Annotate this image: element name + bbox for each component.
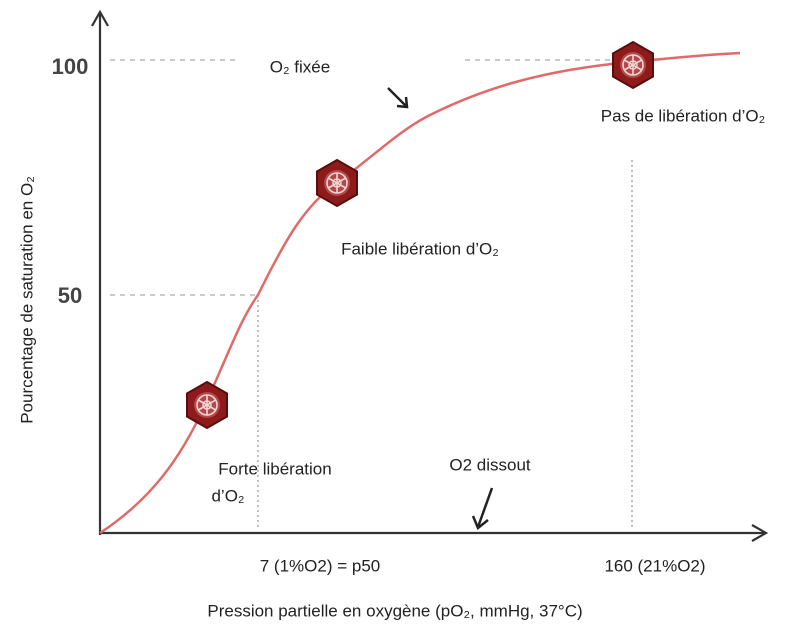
y-tick-label: 100: [52, 54, 89, 79]
hemoglobin-icon: [316, 159, 358, 207]
y-tick-label: 50: [58, 283, 82, 308]
axes: [91, 9, 769, 542]
y-axis-title: Pourcentage de saturation en O₂: [17, 176, 36, 424]
hemoglobin-icon: [186, 381, 228, 429]
hemoglobin-icon: [612, 41, 654, 89]
annotation: Faible libération d’O₂: [341, 239, 499, 258]
guide-line: [257, 160, 633, 530]
x-axis-title: Pression partielle en oxygène (pO₂, mmHg…: [207, 601, 582, 620]
annotation: d’O₂: [211, 486, 244, 505]
arrow: [387, 87, 494, 531]
annotation: O₂ fixée: [270, 57, 330, 76]
annotation: O2 dissout: [449, 455, 531, 474]
x-tick-label: 7 (1%O2) = p50: [260, 556, 381, 575]
x-tick-label: 160 (21%O2): [604, 556, 705, 575]
guide-line: [110, 59, 622, 296]
annotation: Forte libération: [218, 459, 331, 478]
annotation: Pas de libération d’O₂: [601, 106, 765, 125]
